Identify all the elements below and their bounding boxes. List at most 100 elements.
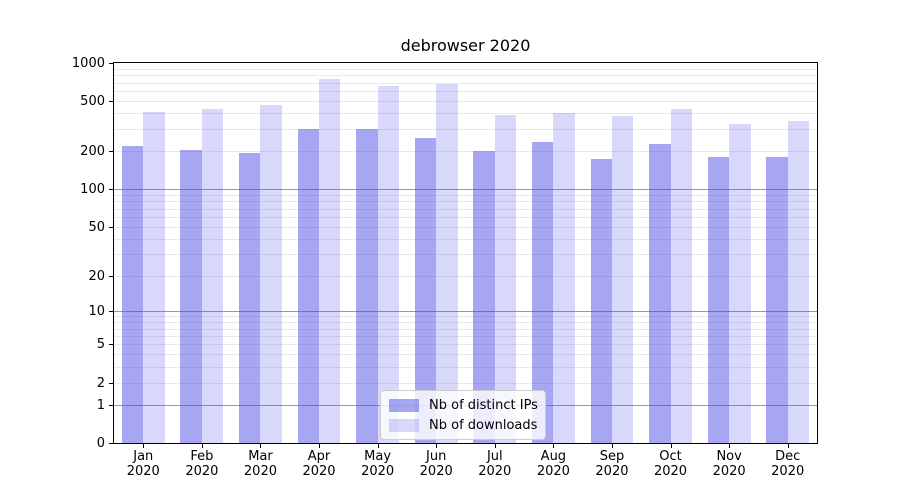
bar-downloads [611, 116, 634, 443]
y-gridline-minor [114, 151, 817, 153]
bar-distinct-ips [121, 146, 144, 443]
y-tick-mark [109, 189, 113, 191]
bar-downloads [553, 113, 575, 443]
y-gridline-minor [114, 382, 817, 384]
x-axis-tick-label: Mar 2020 [243, 449, 277, 479]
x-axis-tick-label: Nov 2020 [712, 449, 746, 479]
legend: Nb of distinct IPs Nb of downloads [380, 390, 546, 440]
y-gridline-minor [114, 354, 817, 356]
y-gridline-minor [114, 254, 817, 256]
y-axis-tick-label: 500 [80, 94, 105, 110]
bar-distinct-ips [356, 129, 378, 443]
x-tick-mark [670, 444, 672, 448]
y-gridline-minor [114, 322, 817, 324]
y-tick-mark [109, 101, 113, 103]
bar-downloads [201, 108, 224, 443]
bar-downloads [436, 83, 458, 443]
x-tick-mark [611, 444, 613, 448]
x-tick-mark [729, 444, 731, 448]
x-axis-tick-label: Jul 2020 [478, 449, 512, 479]
bar-distinct-ips [180, 149, 202, 443]
x-axis-tick-label: Oct 2020 [653, 449, 688, 479]
x-tick-mark [377, 444, 379, 448]
y-gridline-minor [114, 335, 817, 337]
x-tick-mark [143, 444, 145, 448]
y-tick-mark [109, 63, 113, 64]
x-axis-tick-label: Jun 2020 [419, 449, 453, 479]
y-axis-tick-label: 0 [96, 436, 105, 451]
y-tick-mark [109, 344, 113, 346]
x-tick-mark [436, 444, 438, 448]
x-tick-mark [319, 444, 321, 448]
legend-item-downloads: Nb of downloads [389, 415, 537, 435]
y-gridline-minor [114, 113, 817, 115]
y-gridline-minor [114, 216, 817, 218]
y-tick-mark [109, 275, 113, 277]
y-tick-mark [109, 443, 113, 444]
y-gridline-major [114, 189, 817, 191]
plot-area [113, 62, 818, 444]
x-axis-tick-label: Aug 2020 [536, 449, 570, 479]
bar-distinct-ips [766, 157, 788, 443]
y-gridline-minor [114, 82, 817, 84]
y-tick-mark [109, 382, 113, 384]
y-gridline-minor [114, 194, 817, 196]
y-axis-tick-label: 5 [96, 337, 105, 353]
x-tick-mark [787, 444, 789, 448]
x-axis-tick-label: Dec 2020 [771, 449, 805, 479]
y-gridline-major [114, 311, 817, 313]
y-axis-tick-label: 2 [96, 375, 105, 391]
bar-downloads [260, 105, 282, 443]
bar-downloads [143, 111, 165, 443]
y-axis-tick-label: 1 [96, 397, 105, 413]
x-axis-tick-label: Apr 2020 [302, 449, 336, 479]
chart-title: debrowser 2020 [400, 36, 531, 55]
y-gridline-minor [114, 201, 817, 203]
y-gridline-minor [114, 328, 817, 330]
bar-distinct-ips [473, 151, 495, 443]
x-axis-tick-label: Jan 2020 [126, 449, 160, 479]
bar-downloads [787, 120, 810, 443]
y-gridline-minor [114, 275, 817, 277]
bar-distinct-ips [297, 129, 320, 443]
x-tick-mark [553, 444, 555, 448]
y-gridline-minor [114, 316, 817, 318]
x-axis-tick-label: Sep 2020 [595, 449, 629, 479]
x-axis-tick-label: May 2020 [361, 449, 395, 479]
y-axis-tick-label: 200 [80, 144, 105, 160]
y-axis-tick-label: 1000 [71, 56, 105, 71]
bar-downloads [377, 86, 399, 443]
x-tick-mark [494, 444, 496, 448]
y-gridline-minor [114, 238, 817, 240]
y-axis-tick-label: 10 [88, 304, 105, 320]
legend-label-distinct-ips: Nb of distinct IPs [429, 397, 538, 413]
x-axis-tick-label: Feb 2020 [185, 449, 219, 479]
bar-distinct-ips [707, 157, 730, 443]
bar-downloads [729, 123, 751, 443]
y-tick-mark [109, 151, 113, 153]
x-tick-mark [260, 444, 262, 448]
y-axis-tick-label: 20 [88, 268, 105, 284]
y-gridline-minor [114, 366, 817, 368]
y-gridline-minor [114, 226, 817, 228]
y-gridline-minor [114, 344, 817, 346]
x-tick-mark [201, 444, 203, 448]
y-tick-mark [109, 311, 113, 313]
bar-downloads [319, 78, 341, 443]
y-tick-mark [109, 226, 113, 228]
bar-distinct-ips [239, 152, 261, 443]
legend-swatch-distinct-ips [389, 398, 419, 412]
y-axis-tick-label: 100 [80, 182, 105, 198]
bar-downloads [494, 115, 517, 443]
y-gridline-minor [114, 129, 817, 131]
bar-downloads [670, 109, 692, 443]
y-gridline-minor [114, 68, 817, 70]
y-gridline-minor [114, 91, 817, 93]
bar-distinct-ips [531, 142, 554, 443]
bar-distinct-ips [590, 158, 612, 443]
legend-item-distinct-ips: Nb of distinct IPs [389, 395, 538, 415]
legend-label-downloads: Nb of downloads [429, 417, 538, 433]
bar-distinct-ips [649, 144, 671, 443]
bar-distinct-ips [414, 138, 437, 443]
